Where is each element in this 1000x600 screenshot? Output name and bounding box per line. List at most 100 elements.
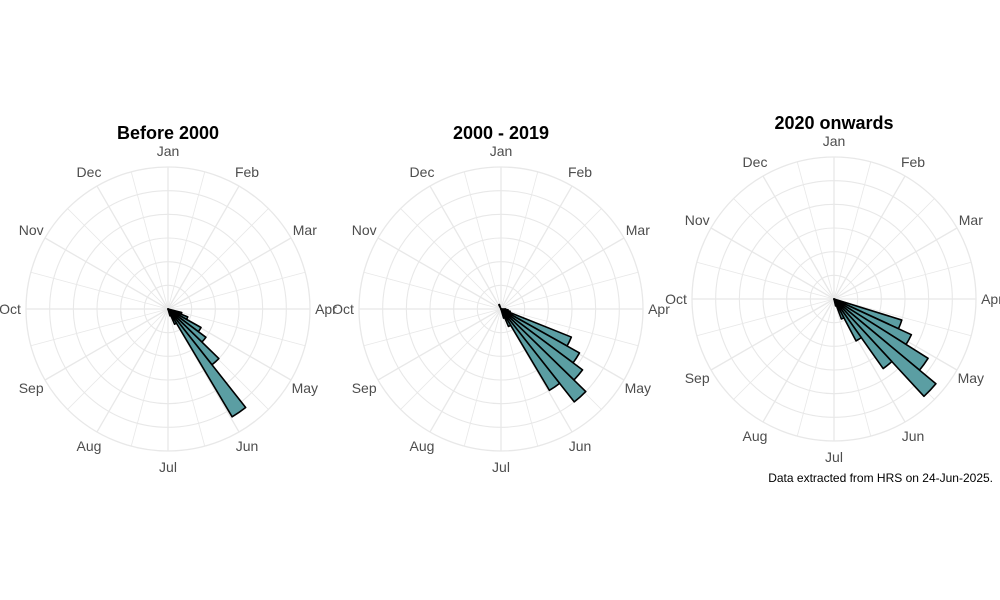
grid-spoke-major	[167, 237, 292, 310]
month-label: Feb	[235, 164, 259, 180]
rose-bar	[167, 308, 247, 418]
month-label: Oct	[0, 301, 21, 317]
month-label: Jan	[157, 143, 180, 159]
grid-spoke-minor	[696, 298, 835, 337]
grid-spoke-minor	[167, 171, 206, 310]
month-label: Mar	[293, 222, 317, 238]
polar-grid	[691, 156, 977, 442]
month-label: May	[625, 380, 651, 396]
month-label: Jul	[492, 459, 510, 475]
polar-grid	[25, 166, 311, 452]
grid-spoke-minor	[400, 208, 502, 310]
rose-bar	[500, 308, 587, 403]
month-label: Apr	[648, 301, 670, 317]
grid-spoke-minor	[167, 208, 269, 310]
month-label: Dec	[743, 154, 768, 170]
month-label: Jun	[569, 438, 592, 454]
chart-panel: Jan Feb Mar Apr May Jun Jul Aug Sep Oct Nov Dec Befo…	[0, 123, 337, 475]
grid-spoke-minor	[30, 271, 169, 310]
chart-title: Before 2000	[117, 123, 219, 143]
chart-panel: Jan Feb Mar Apr May Jun Jul Aug Sep Oct Nov Dec 2020…	[665, 113, 1000, 465]
month-label: Oct	[665, 291, 687, 307]
grid-spoke-minor	[463, 171, 502, 310]
grid-spoke-minor	[67, 308, 169, 410]
grid-spoke-major	[377, 308, 502, 381]
grid-spoke-major	[377, 237, 502, 310]
rose-bar	[833, 298, 863, 342]
month-label: Apr	[315, 301, 337, 317]
rose-bar	[498, 303, 502, 310]
grid-spoke-major	[44, 237, 169, 310]
grid-spoke-minor	[500, 208, 602, 310]
grid-spoke-minor	[833, 198, 935, 300]
month-label: Mar	[626, 222, 650, 238]
chart-panel: Jan Feb Mar Apr May Jun Jul Aug Sep Oct Nov Dec 2000…	[332, 123, 670, 475]
month-label: Sep	[19, 380, 44, 396]
month-label: Jun	[902, 428, 925, 444]
rose-bars	[833, 298, 937, 398]
month-label: Jul	[159, 459, 177, 475]
grid-spoke-minor	[30, 308, 169, 347]
grid-spoke-major	[500, 185, 573, 310]
month-label: Aug	[410, 438, 435, 454]
grid-spoke-minor	[733, 198, 835, 300]
grid-spoke-minor	[696, 261, 835, 300]
grid-spoke-major	[710, 298, 835, 371]
grid-spoke-minor	[130, 308, 169, 447]
month-label: Feb	[568, 164, 592, 180]
grid-spoke-minor	[463, 308, 502, 447]
grid-spoke-minor	[130, 171, 169, 310]
grid-spoke-major	[710, 227, 835, 300]
month-label: Dec	[77, 164, 102, 180]
grid-spoke-minor	[500, 271, 639, 310]
grid-spoke-minor	[363, 308, 502, 347]
grid-spoke-minor	[796, 161, 835, 300]
grid-spoke-minor	[500, 308, 539, 447]
grid-spoke-minor	[167, 271, 306, 310]
month-label: Apr	[981, 291, 1000, 307]
grid-spoke-major	[429, 308, 502, 433]
month-label: Jul	[825, 449, 843, 465]
month-label: Nov	[352, 222, 377, 238]
rose-bar	[833, 298, 838, 307]
month-label: Aug	[77, 438, 102, 454]
rose-bars	[167, 308, 247, 418]
grid-spoke-minor	[733, 298, 835, 400]
month-label: Oct	[332, 301, 354, 317]
grid-spoke-major	[500, 237, 625, 310]
grid-spoke-minor	[167, 308, 206, 447]
grid-spoke-major	[167, 185, 240, 310]
grid-spoke-minor	[500, 308, 639, 347]
rose-bar	[167, 308, 172, 317]
grid-spoke-major	[429, 185, 502, 310]
grid-spoke-major	[96, 308, 169, 433]
grid-spoke-major	[833, 227, 958, 300]
grid-spoke-minor	[833, 261, 972, 300]
month-label: Jan	[823, 133, 846, 149]
chart-title: 2020 onwards	[774, 113, 893, 133]
grid-spoke-minor	[500, 171, 539, 310]
rose-bar	[833, 298, 893, 370]
grid-spoke-minor	[167, 308, 306, 347]
grid-spoke-minor	[67, 208, 169, 310]
month-labels: Jan Feb Mar Apr May Jun Jul Aug Sep Oct Nov Dec	[0, 143, 337, 475]
month-label: Jun	[236, 438, 259, 454]
rose-bar	[500, 308, 506, 319]
grid-spoke-major	[96, 185, 169, 310]
rose-bar	[833, 298, 937, 398]
grid-spoke-minor	[400, 308, 502, 410]
month-labels: Jan Feb Mar Apr May Jun Jul Aug Sep Oct Nov Dec	[332, 143, 670, 475]
month-label: Nov	[19, 222, 44, 238]
grid-spoke-major	[833, 175, 906, 300]
month-label: May	[292, 380, 318, 396]
grid-spoke-major	[44, 308, 169, 381]
month-label: Nov	[685, 212, 710, 228]
chart-title: 2000 - 2019	[453, 123, 549, 143]
month-label: Mar	[959, 212, 983, 228]
month-label: May	[958, 370, 984, 386]
rose-bar	[500, 308, 561, 392]
grid-spoke-minor	[796, 298, 835, 437]
month-label: Dec	[410, 164, 435, 180]
month-label: Sep	[685, 370, 710, 386]
month-label: Jan	[490, 143, 513, 159]
